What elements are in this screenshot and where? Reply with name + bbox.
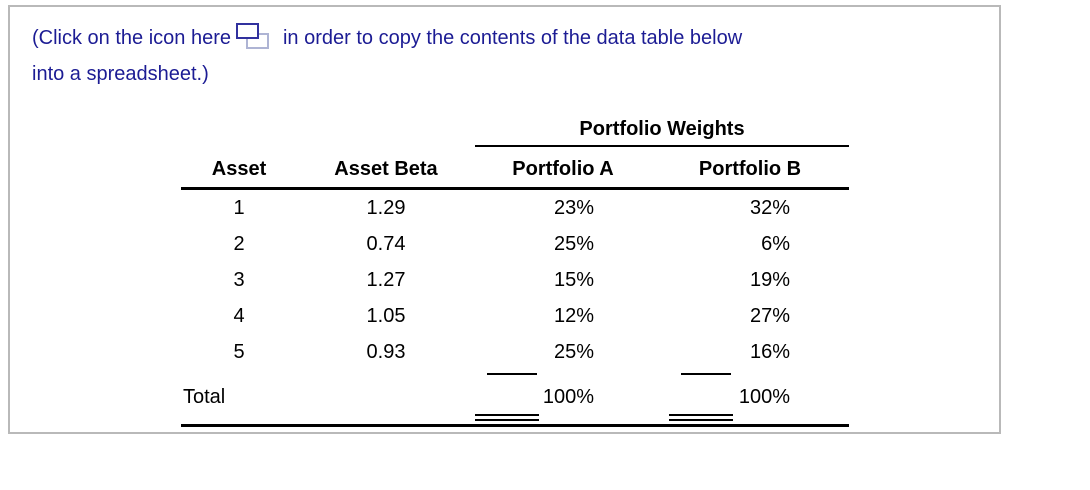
group-header-spacer [181, 112, 475, 146]
cell-portfolio-b: 16% [749, 340, 790, 363]
column-header-asset: Asset [181, 146, 297, 190]
cell-asset: 2 [233, 232, 245, 255]
subtotal-rule-row [181, 370, 849, 380]
cell-asset-beta: 0.74 [366, 232, 406, 255]
cell-asset: 5 [233, 340, 245, 363]
table-row: 5 0.93 25% 16% [181, 334, 849, 370]
portfolio-a-sum-rule [487, 372, 537, 375]
total-label: Total [183, 385, 226, 408]
total-beta-empty [297, 380, 475, 414]
cell-portfolio-b: 6% [761, 232, 790, 255]
portfolio-table: Portfolio Weights Asset Asset Beta Portf… [181, 112, 849, 427]
instruction-text: (Click on the icon here in order to copy… [32, 20, 982, 92]
table-row: 2 0.74 25% 6% [181, 226, 849, 262]
column-header-asset-beta: Asset Beta [297, 146, 475, 190]
cell-portfolio-b: 27% [749, 304, 790, 327]
cell-portfolio-b: 32% [749, 196, 790, 219]
portfolio-a-total-double-rule [475, 413, 539, 421]
cell-portfolio-a: 23% [553, 196, 594, 219]
instruction-after-icon: in order to copy the contents of the dat… [282, 27, 743, 49]
cell-asset-beta: 0.93 [366, 340, 406, 363]
total-portfolio-b: 100% [738, 385, 790, 408]
cell-asset: 3 [233, 268, 245, 291]
cell-asset: 4 [233, 304, 245, 327]
column-header-portfolio-b: Portfolio B [651, 146, 849, 190]
instruction-before-icon: (Click on the icon here [32, 27, 231, 49]
group-header-row: Portfolio Weights [181, 112, 849, 147]
cell-portfolio-a: 15% [553, 268, 594, 291]
cell-asset-beta: 1.05 [366, 304, 406, 327]
cell-asset-beta: 1.29 [366, 196, 406, 219]
portfolio-b-sum-rule [681, 372, 731, 375]
copy-icon-front-sheet [235, 23, 259, 39]
cell-asset-beta: 1.27 [366, 268, 406, 291]
column-header-row: Asset Asset Beta Portfolio A Portfolio B [181, 146, 849, 190]
table-row: 1 1.29 23% 32% [181, 188, 849, 226]
table-bottom-rule-row [181, 413, 849, 427]
group-header-portfolio-weights: Portfolio Weights [475, 112, 849, 147]
table-row: 3 1.27 15% 19% [181, 262, 849, 298]
instruction-line2: into a spreadsheet.) [32, 63, 209, 85]
copy-table-icon[interactable] [235, 23, 269, 49]
question-panel: (Click on the icon here in order to copy… [8, 5, 1001, 434]
portfolio-b-total-double-rule [669, 413, 733, 421]
total-row: Total 100% 100% [181, 380, 849, 414]
cell-portfolio-b: 19% [749, 268, 790, 291]
cell-portfolio-a: 25% [553, 340, 594, 363]
total-portfolio-a: 100% [542, 385, 594, 408]
cell-portfolio-a: 12% [553, 304, 594, 327]
cell-portfolio-a: 25% [553, 232, 594, 255]
table-body: 1 1.29 23% 32% 2 0.74 25% 6% 3 1.27 15% … [181, 188, 849, 370]
cell-asset: 1 [233, 196, 245, 219]
column-header-portfolio-a: Portfolio A [475, 146, 651, 190]
table-row: 4 1.05 12% 27% [181, 298, 849, 334]
